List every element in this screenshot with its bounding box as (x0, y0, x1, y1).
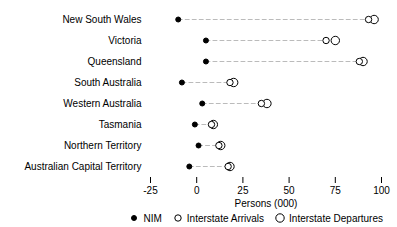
svg-text:Western Australia: Western Australia (63, 98, 142, 109)
svg-text:Victoria: Victoria (108, 35, 142, 46)
svg-text:50: 50 (284, 185, 296, 196)
svg-text:-25: -25 (143, 185, 158, 196)
svg-text:Tasmania: Tasmania (99, 119, 142, 130)
svg-text:25: 25 (237, 185, 249, 196)
svg-text:Persons (000): Persons (000) (235, 198, 298, 209)
svg-text:100: 100 (373, 185, 390, 196)
html-text:Interstate Arrivals: Interstate Arrivals (186, 212, 265, 224)
svg-text:75: 75 (330, 185, 342, 196)
svg-text:Queensland: Queensland (88, 56, 142, 67)
svg-text:Northern Territory: Northern Territory (64, 140, 142, 151)
svg-text:Australian Capital Territory: Australian Capital Territory (24, 161, 141, 172)
html-text:Interstate Departures: Interstate Departures (289, 212, 383, 224)
svg-text:South Australia: South Australia (74, 77, 142, 88)
svg-text:0: 0 (194, 185, 200, 196)
svg-text:New South Wales: New South Wales (62, 14, 141, 25)
html-text:NIM: NIM (143, 212, 162, 224)
